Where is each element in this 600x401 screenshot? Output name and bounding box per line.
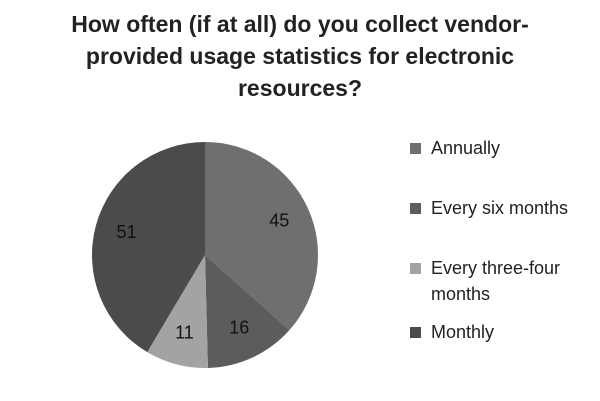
legend-item: Every three-four months — [410, 255, 595, 307]
pie-slice — [147, 255, 208, 368]
legend-label: Every six months — [431, 198, 569, 218]
legend-label: Annually — [431, 138, 501, 158]
pie-slice — [205, 255, 290, 368]
data-label: 16 — [229, 318, 249, 338]
chart: 45 16 11 51 — [91, 142, 318, 368]
legend-label: Every three-four months — [431, 258, 561, 304]
legend-label: Monthly — [431, 322, 495, 342]
pie-slice — [91, 142, 205, 353]
data-label: 45 — [269, 210, 289, 230]
legend-item: Annually — [410, 135, 500, 161]
chart-title: How often (if at all) do you collect ven… — [71, 11, 529, 101]
legend-item: Monthly — [410, 319, 494, 345]
pie-slice — [205, 142, 318, 331]
data-label: 51 — [117, 222, 137, 242]
legend-swatch — [410, 203, 421, 214]
legend-swatch — [410, 263, 421, 274]
legend-item: Every six months — [410, 195, 568, 221]
legend-swatch — [410, 327, 421, 338]
legend-swatch — [410, 143, 421, 154]
data-label: 11 — [175, 322, 194, 342]
